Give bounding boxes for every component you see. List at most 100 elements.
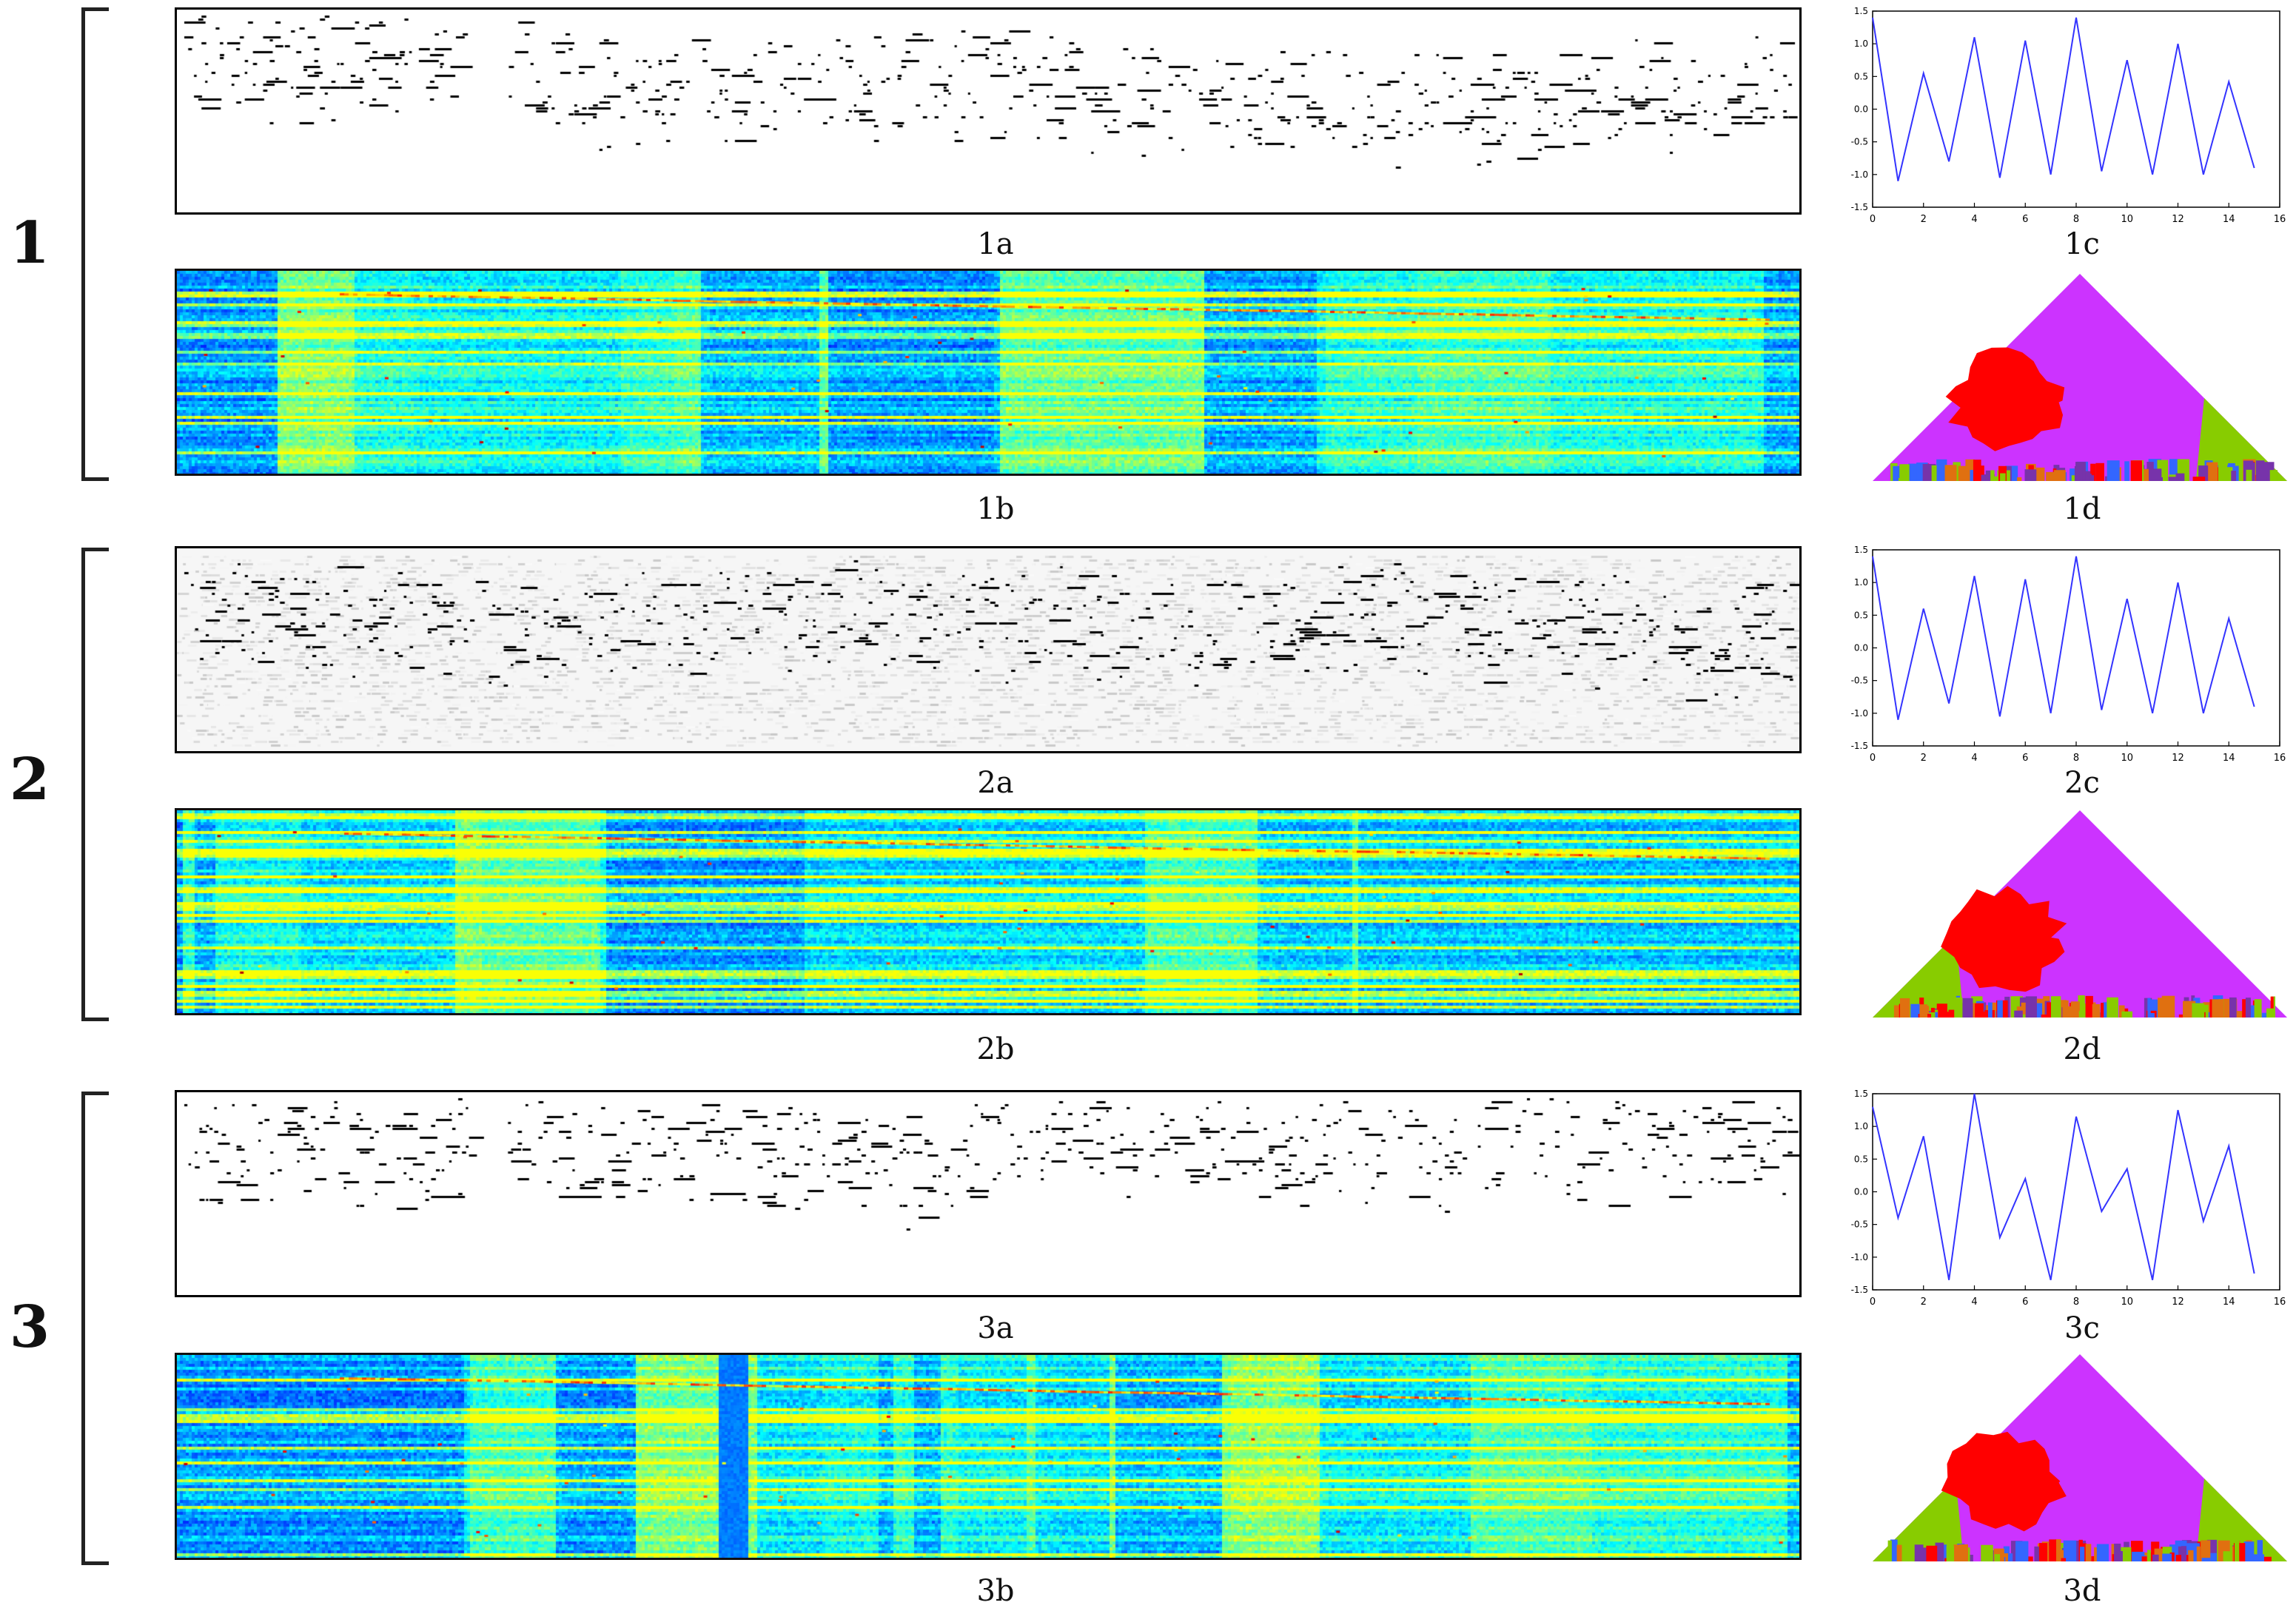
group-1-bracket (81, 7, 109, 481)
triangle-fringe-cell (2206, 462, 2218, 481)
x-tick-label: 16 (2274, 753, 2286, 764)
panel-2b-heatmap (175, 808, 1802, 1015)
triangle-fringe-cell (2070, 468, 2075, 481)
caption-3a: 3a (977, 1311, 1014, 1345)
line-chart-2c-svg: 0 2 4 6 8 10 12 14 16 1.5 1.0 0.5 0.0 -0.5 -1.0 -1.5 (1851, 545, 2286, 764)
triangle-fringe-cell (2181, 1546, 2186, 1561)
x-tick-label: 16 (2274, 214, 2286, 225)
triangle-fringe-cell (2243, 1541, 2255, 1561)
triangle-fringe-cell (2058, 1558, 2067, 1561)
triangle-fringe-cell (2085, 995, 2093, 1018)
triangle-fringe-cell (2090, 463, 2096, 481)
triangle-fringe-cell (1914, 1544, 1924, 1561)
triangle-fringe-cell (2218, 460, 2226, 481)
triangle-fringe-cell (2178, 1546, 2183, 1561)
x-tick-label: 4 (1971, 753, 1977, 764)
caption-3d: 3d (2063, 1574, 2101, 1608)
x-tick-label: 0 (1870, 1296, 1876, 1308)
triangle-fringe-cell (1931, 465, 1937, 481)
triangle-region-red (1941, 1431, 2067, 1532)
triangle-fringe-cell (1893, 1005, 1902, 1018)
triangle-fringe-cell (1900, 998, 1910, 1018)
y-tick-label: -0.5 (1851, 1220, 1868, 1230)
y-tick-label: -1.0 (1851, 1252, 1868, 1262)
y-tick-label: -1.5 (1851, 202, 1868, 212)
triangle-fringe-cell (1946, 1545, 1955, 1561)
y-tick-label: 1.5 (1854, 545, 1868, 555)
triangle-fringe-cell (2111, 1544, 2116, 1561)
caption-2d: 2d (2063, 1032, 2101, 1066)
triangle-fringe-cell (1981, 1544, 1993, 1561)
triangle-fringe-cell (1899, 464, 1910, 481)
y-tick-label: 1.0 (1854, 1121, 1868, 1131)
triangle-fringe-cell (2262, 1556, 2272, 1561)
triangle-fringe-cell (2121, 1011, 2133, 1018)
triangle-region-red (1941, 886, 2067, 992)
triangle-fringe-cell (1919, 1004, 1928, 1018)
heatmap-1b-canvas (177, 271, 1799, 474)
triangle-fringe-cell (1935, 1542, 1944, 1561)
triangle-fringe-cell (2074, 466, 2083, 481)
panel-2a-probability-roll (175, 546, 1802, 753)
triangle-fringe-cell (2270, 996, 2274, 1018)
panel-1b-heatmap (175, 269, 1802, 476)
triangle-fringe-cell (2025, 996, 2037, 1018)
triangle-fringe-cell (2024, 469, 2037, 481)
y-tick-label: 1.0 (1854, 38, 1868, 49)
triangle-fringe-cell (1898, 477, 1905, 481)
triangle-fringe-cell (2089, 475, 2095, 481)
panel-1a-piano-roll (175, 7, 1802, 215)
triangle-fringe-cell (2188, 1550, 2194, 1561)
triangle-fringe-cell (2078, 995, 2085, 1018)
x-tick-label: 12 (2172, 753, 2184, 764)
triangle-fringe-cell (2223, 1551, 2232, 1561)
triangle-fringe-cell (1973, 460, 1981, 481)
triangle-fringe-cell (2038, 1543, 2048, 1561)
triangle-fringe-cell (2107, 460, 2120, 481)
triangle-fringe-cell (2063, 1540, 2077, 1561)
triangle-fringe-cell (2095, 463, 2104, 481)
x-tick-label: 8 (2073, 753, 2079, 764)
triangle-fringe-cell (2246, 469, 2255, 481)
triangle-fringe-cell (2162, 1553, 2172, 1561)
chart-3c-frame (1872, 1093, 2280, 1291)
triangle-fringe-cell (2269, 470, 2277, 481)
triangle-fringe-cell (1994, 1554, 2001, 1561)
triangle-fringe-cell (2175, 473, 2185, 481)
triangle-fringe-cell (2152, 1554, 2159, 1561)
triangle-fringe-cell (2124, 461, 2129, 481)
x-tick-label: 0 (1870, 753, 1876, 764)
y-tick-label: -0.5 (1851, 676, 1868, 686)
triangle-fringe-cell (2252, 462, 2255, 481)
x-tick-label: 10 (2121, 1296, 2133, 1308)
triangle-fringe-cell (2062, 1000, 2069, 1018)
triangle-fringe-cell (2049, 1539, 2056, 1561)
triangle-fringe-cell (1993, 476, 1998, 481)
triangle-fringe-cell (2255, 460, 2265, 481)
piano-roll-1a-canvas (177, 10, 1799, 212)
y-tick-label: 0.0 (1854, 1187, 1868, 1197)
x-tick-label: 8 (2073, 1296, 2079, 1308)
triangle-fringe-cell (2192, 1003, 2205, 1018)
triangle-fringe-cell (1958, 465, 1970, 481)
triangle-fringe-cell (2017, 477, 2022, 481)
y-tick-label: 0.5 (1854, 1154, 1868, 1164)
group-1-label: 1 (9, 209, 50, 277)
x-tick-label: 4 (1971, 214, 1977, 225)
series-line (1872, 1093, 2255, 1280)
piano-roll-3a-canvas (177, 1092, 1799, 1295)
x-tick-label: 2 (1921, 753, 1927, 764)
triangle-fringe-cell (2178, 1014, 2186, 1018)
x-tick-label: 10 (2121, 753, 2133, 764)
x-tick-label: 6 (2022, 753, 2028, 764)
group-2-label: 2 (9, 746, 50, 813)
x-tick-label: 14 (2223, 214, 2235, 225)
triangle-fringe-cell (2066, 1006, 2073, 1018)
heatmap-2b-canvas (177, 810, 1799, 1013)
triangle-fringe-cell (2201, 1558, 2211, 1561)
x-tick-label: 6 (2022, 214, 2028, 225)
triangle-fringe-cell (1887, 1540, 1892, 1561)
x-tick-label: 6 (2022, 1296, 2028, 1308)
triangle-fringe-cell (1997, 1000, 2003, 1018)
triangle-fringe-cell (1944, 1012, 1955, 1018)
